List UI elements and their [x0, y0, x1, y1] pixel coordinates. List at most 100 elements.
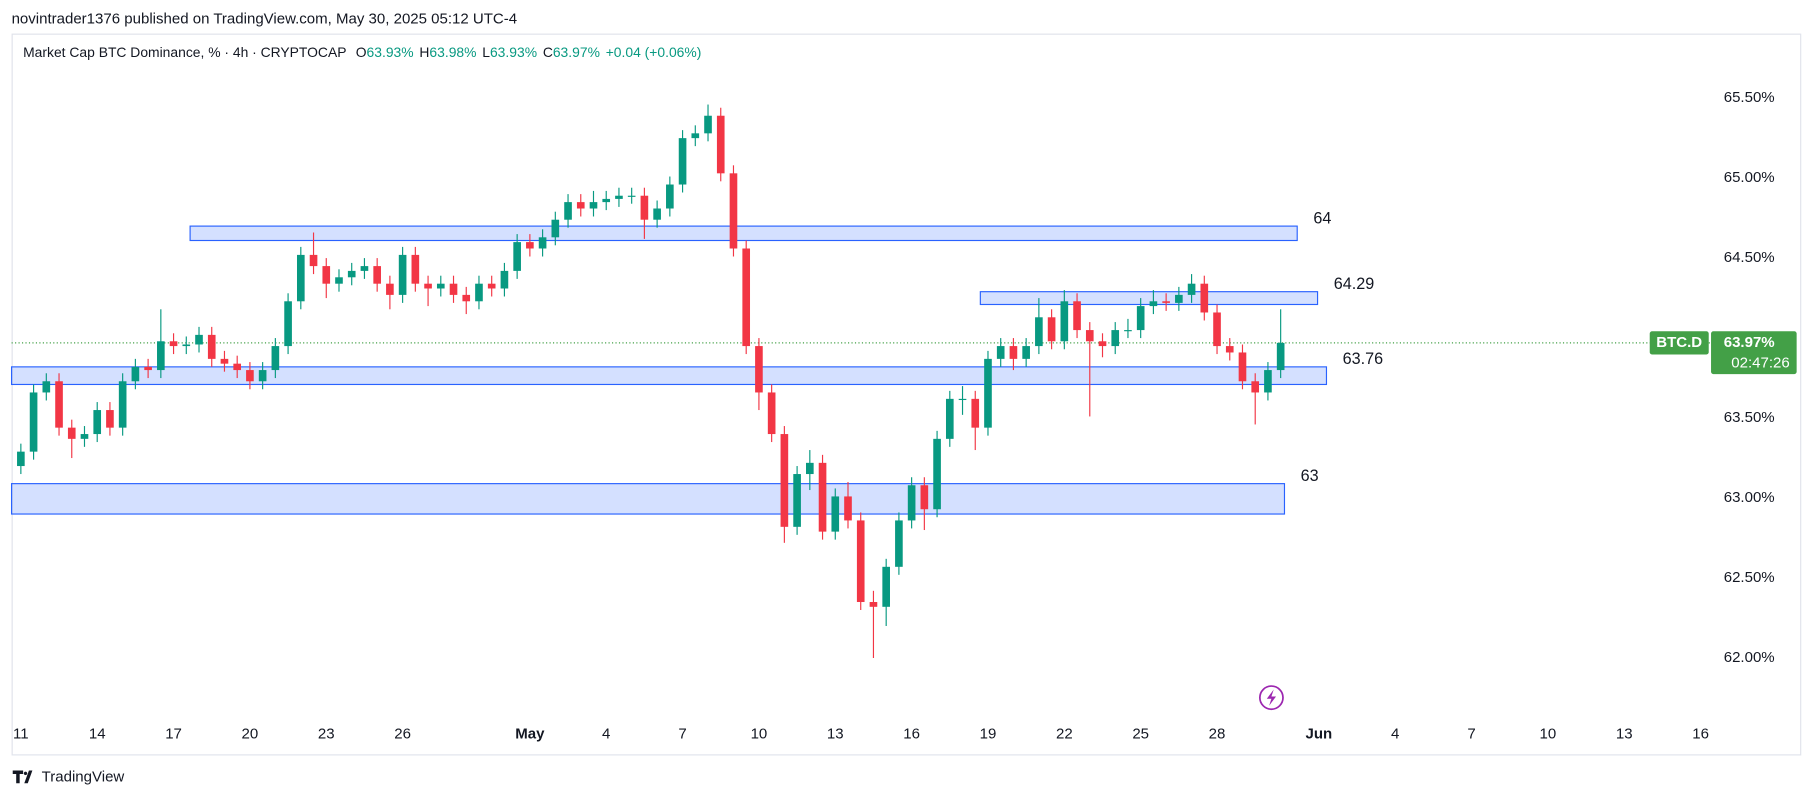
y-tick-label: 62.00% [1724, 649, 1775, 666]
candle-body [462, 294, 471, 302]
x-tick-label: 17 [165, 726, 182, 743]
candles [17, 104, 1285, 658]
candle-body [1149, 301, 1158, 307]
candle-body [856, 520, 865, 603]
x-tick-label: 13 [1616, 726, 1633, 743]
y-tick-label: 65.00% [1724, 169, 1775, 186]
candle-body [67, 427, 76, 439]
price-badge [1711, 331, 1797, 375]
footer: TradingView [42, 768, 125, 785]
zone-label: 63.76 [1343, 350, 1384, 368]
x-tick-label: 14 [89, 726, 106, 743]
candle-body [1225, 346, 1234, 353]
y-tick-label: 64.50% [1724, 249, 1775, 266]
candle-body [360, 266, 369, 271]
candle-body [246, 370, 254, 382]
candle-body [818, 462, 827, 532]
candle-body [589, 202, 598, 209]
candle-body [653, 208, 661, 220]
legend-value: 63.93% [367, 44, 414, 60]
candle-body [1238, 352, 1247, 382]
candle-body [831, 496, 840, 532]
x-tick-label: 10 [751, 726, 768, 743]
candle-body [793, 474, 801, 527]
candle-body [882, 566, 890, 607]
zone [189, 225, 1298, 242]
zone-label: 64 [1313, 209, 1331, 227]
candle-body [1162, 301, 1170, 303]
candle-body [615, 195, 623, 199]
candle-body [945, 398, 954, 439]
candle-body [487, 283, 496, 289]
candle-body [55, 381, 63, 428]
candle-body [933, 438, 941, 510]
symbol-badge [1649, 331, 1709, 355]
candle-body [996, 346, 1005, 359]
candle-body [398, 254, 407, 295]
candle-body [958, 398, 967, 401]
candle-body [691, 133, 700, 139]
legend-symbol: Market Cap BTC Dominance, % · 4h · CRYPT… [23, 44, 346, 60]
candle-body [373, 266, 381, 284]
candle-body [984, 358, 992, 428]
candle-body [157, 341, 165, 371]
candle-body [602, 198, 611, 203]
x-tick-label: 13 [827, 726, 844, 743]
candle-body [869, 602, 878, 607]
candle-body [169, 341, 178, 347]
candle-body [1200, 283, 1209, 313]
candle-body [576, 202, 585, 209]
candle-body [1124, 330, 1132, 332]
candle-body [895, 520, 903, 567]
candle-body [640, 195, 649, 220]
candle-body [1213, 312, 1221, 347]
candle-body [220, 358, 229, 364]
x-tick-label: 11 [13, 726, 29, 743]
candle-body [1009, 346, 1018, 359]
x-tick-label: 10 [1540, 726, 1557, 743]
price-label: 63.97% [1724, 334, 1775, 351]
candle-body [1136, 306, 1145, 331]
footer-logo [12, 770, 33, 784]
candle-body [627, 195, 636, 197]
x-tick-label: 4 [1391, 726, 1399, 743]
x-tick-label: 26 [394, 726, 411, 743]
candle-body [742, 248, 751, 347]
x-tick-label: 22 [1056, 726, 1073, 743]
candle-body [296, 254, 305, 302]
candle-body [424, 283, 432, 289]
candle-body [1047, 317, 1056, 342]
x-tick-label: 4 [602, 726, 610, 743]
candle-body [131, 366, 140, 382]
candle-body [564, 202, 572, 220]
candle-body [449, 283, 458, 295]
candle-body [284, 301, 292, 347]
legend-key: H [419, 44, 429, 60]
candle-body [29, 392, 38, 452]
legend-value: 63.98% [429, 44, 476, 60]
x-tick-label: 25 [1132, 726, 1149, 743]
candle-body [716, 115, 725, 174]
candle-body [80, 434, 89, 439]
candle-body [386, 283, 394, 295]
legend-key: C [543, 44, 553, 60]
candle-body [1060, 301, 1069, 342]
x-tick-label: May [515, 726, 545, 743]
candle-body [526, 242, 534, 249]
candle-body [322, 266, 331, 284]
candle-body [233, 363, 242, 371]
candle-body [704, 115, 712, 134]
candle-body [806, 462, 814, 475]
candle-body [1085, 330, 1094, 342]
candle-body [258, 370, 267, 382]
candle-body [1187, 283, 1196, 295]
legend-values: O63.93% H63.98% L63.93% C63.97% +0.04 (+0.06… [356, 44, 702, 60]
x-tick-label: 16 [903, 726, 920, 743]
candle-body [666, 184, 674, 209]
x-tick-label: 7 [678, 726, 686, 743]
candle-body [17, 451, 25, 467]
candle-body [513, 242, 521, 271]
x-tick-label: 7 [1467, 726, 1475, 743]
